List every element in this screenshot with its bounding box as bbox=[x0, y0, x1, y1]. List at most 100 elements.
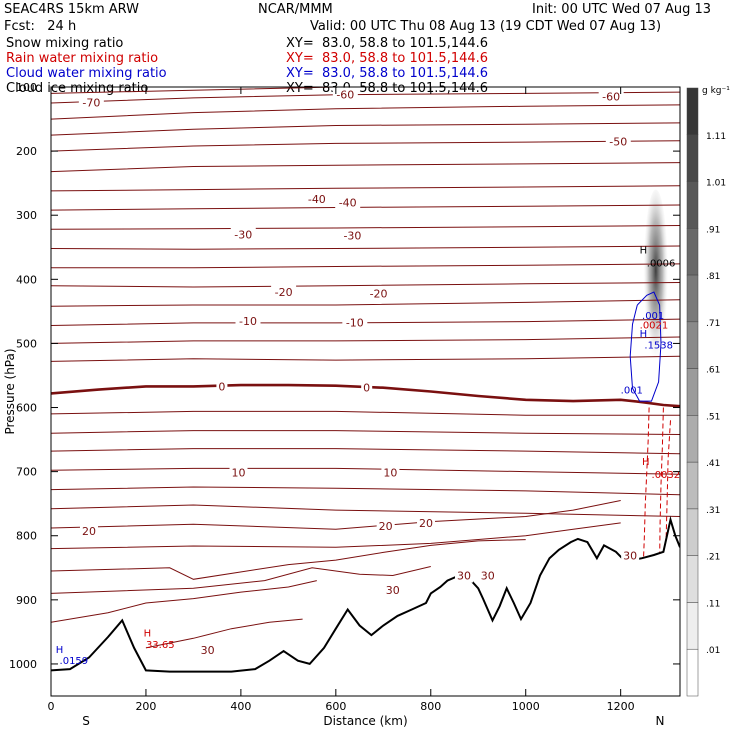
contour-label: 30 bbox=[386, 584, 400, 597]
isotherm-line bbox=[51, 225, 680, 230]
terrain-line bbox=[51, 515, 680, 673]
field-label: H bbox=[144, 628, 152, 639]
field-snow-xy: XY= 83.0, 58.8 to 101.5,144.6 bbox=[286, 36, 489, 51]
colorbar-label: .71 bbox=[706, 319, 720, 329]
contour-label-bg bbox=[598, 89, 624, 104]
x-tick-label: 1200 bbox=[607, 700, 635, 713]
contour-label: -70 bbox=[82, 96, 100, 109]
colorbar-segment bbox=[686, 508, 699, 556]
colorbar-segment bbox=[686, 415, 699, 463]
colorbar-label: 1.01 bbox=[706, 179, 726, 189]
contour-label: -60 bbox=[336, 89, 354, 102]
isotherm-line bbox=[51, 282, 680, 288]
isotherm-line bbox=[51, 566, 431, 594]
zero-isotherm-line bbox=[51, 383, 680, 408]
contour-label-bg bbox=[271, 285, 297, 300]
colorbar-label: .91 bbox=[706, 225, 720, 235]
contour-label-bg bbox=[339, 228, 365, 243]
colorbar-segment bbox=[686, 87, 699, 136]
forecast-hour: Fcst: 24 h bbox=[4, 19, 77, 34]
rain-contour bbox=[659, 407, 664, 562]
colorbar-label: .11 bbox=[706, 599, 720, 609]
colorbar-label: 1.11 bbox=[706, 132, 726, 142]
field-label: .0159 bbox=[60, 656, 89, 667]
isotherm-line bbox=[51, 104, 680, 120]
contour-label-bg bbox=[417, 515, 436, 530]
valid-time: Valid: 00 UTC Thu 08 Aug 13 (19 CDT Wed … bbox=[310, 19, 662, 34]
isotherm-line bbox=[51, 522, 621, 550]
y-tick-label: 500 bbox=[16, 337, 37, 350]
y-tick-label: 100 bbox=[16, 81, 37, 94]
y-axis-label: Pressure (hPa) bbox=[3, 348, 17, 434]
y-tick-label: 1000 bbox=[9, 658, 37, 671]
contour-label-bg bbox=[332, 87, 358, 102]
contour-label-bg bbox=[361, 380, 373, 395]
colorbar: 1.11 1.01 .91 .81 .71 .61 .51 .41 .31 .21 .11 .01 g … bbox=[686, 86, 730, 697]
isotherm-line bbox=[51, 263, 680, 269]
isotherm-line bbox=[51, 318, 680, 326]
isotherm-line bbox=[51, 430, 680, 435]
isotherm-line bbox=[51, 204, 680, 211]
y-tick-label: 800 bbox=[16, 530, 37, 543]
plot-frame bbox=[50, 86, 681, 697]
field-label: .0006 bbox=[647, 258, 676, 269]
isotherm-line bbox=[51, 355, 680, 362]
terrain-fill bbox=[51, 519, 680, 696]
colorbar-segment bbox=[686, 555, 699, 603]
y-tick-label: 300 bbox=[16, 209, 37, 222]
contour-label-bg bbox=[216, 379, 228, 394]
isotherm-line bbox=[51, 448, 680, 455]
contour-label-bg bbox=[304, 192, 330, 207]
isotherm-line bbox=[51, 122, 680, 136]
isotherm-line bbox=[51, 91, 680, 104]
isotherm-line bbox=[51, 162, 680, 173]
north-label: N bbox=[656, 714, 665, 728]
contour-label: -10 bbox=[346, 316, 364, 329]
isotherm-line bbox=[51, 500, 621, 530]
model-name: SEAC4RS 15km ARW bbox=[4, 2, 140, 17]
cloud-water-contour bbox=[629, 291, 662, 402]
contour-label-bg bbox=[198, 642, 217, 657]
contour-label: -10 bbox=[239, 315, 257, 328]
contour-label-bg bbox=[335, 195, 361, 210]
isotherm-line bbox=[145, 618, 303, 649]
colorbar-label: .31 bbox=[706, 506, 720, 516]
x-tick-label: 400 bbox=[230, 700, 251, 713]
colorbar-segment bbox=[686, 274, 699, 323]
colorbar-segment bbox=[686, 461, 699, 510]
rain-contour bbox=[642, 407, 650, 562]
contour-label: -30 bbox=[343, 230, 361, 243]
contour-label-bg bbox=[342, 315, 368, 330]
contour-label-bg bbox=[383, 583, 402, 598]
contour-label: 10 bbox=[383, 466, 397, 479]
isotherm-line bbox=[51, 245, 680, 250]
y-tick-label: 400 bbox=[16, 273, 37, 286]
contour-label: -40 bbox=[308, 193, 326, 206]
isotherm-line bbox=[51, 140, 680, 152]
field-label: H bbox=[56, 645, 64, 656]
field-cloudwater-name: Cloud water mixing ratio bbox=[6, 66, 167, 81]
colorbar-segment bbox=[686, 181, 699, 229]
init-time: Init: 00 UTC Wed 07 Aug 13 bbox=[532, 2, 712, 17]
field-label: .001 bbox=[621, 385, 643, 396]
colorbar-segment bbox=[686, 134, 699, 182]
colorbar-label: .21 bbox=[706, 553, 720, 563]
contour-label-bg bbox=[478, 568, 497, 583]
field-rain-xy: XY= 83.0, 58.8 to 101.5,144.6 bbox=[286, 51, 489, 66]
contour-label: 30 bbox=[481, 569, 495, 582]
isotherm-line bbox=[51, 410, 680, 416]
contour-label: -40 bbox=[339, 196, 357, 209]
x-tick-label: 600 bbox=[325, 700, 346, 713]
x-axis-label: Distance (km) bbox=[323, 714, 407, 728]
contour-label: -50 bbox=[609, 135, 627, 148]
x-tick-label: 1000 bbox=[512, 700, 540, 713]
field-label: .0032 bbox=[652, 470, 681, 481]
colorbar-label: .61 bbox=[706, 366, 720, 376]
colorbar-label: .81 bbox=[706, 272, 720, 282]
colorbar-segment bbox=[686, 321, 699, 369]
contour-label-bg bbox=[230, 227, 256, 242]
x-tick-label: 200 bbox=[135, 700, 156, 713]
isotherm-line bbox=[51, 185, 680, 192]
contour-label-bg bbox=[376, 519, 395, 534]
